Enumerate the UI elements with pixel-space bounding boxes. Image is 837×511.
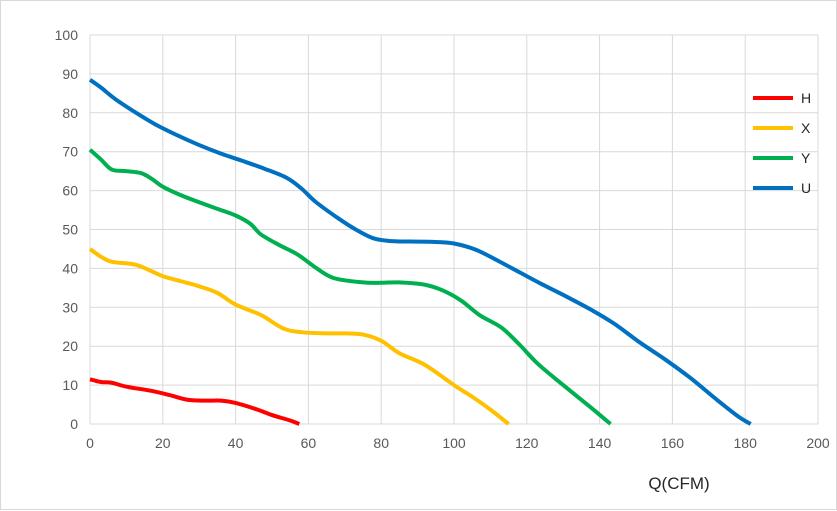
x-tick-label: 160 <box>661 435 685 451</box>
y-tick-label: 50 <box>62 222 78 238</box>
y-tick-label: 70 <box>62 144 78 160</box>
legend-label-y: Y <box>801 150 811 166</box>
x-axis-ticks: 0 20 40 60 80 100 120 140 160 180 200 <box>86 435 830 451</box>
x-tick-label: 20 <box>155 435 171 451</box>
legend-label-u: U <box>801 180 811 196</box>
y-tick-label: 0 <box>70 416 78 432</box>
x-tick-label: 180 <box>734 435 758 451</box>
x-tick-label: 80 <box>373 435 389 451</box>
y-tick-label: 20 <box>62 338 78 354</box>
x-tick-label: 60 <box>301 435 317 451</box>
y-tick-label: 40 <box>62 260 78 276</box>
series-line-y <box>88 148 612 426</box>
x-axis-title: Q(CFM) <box>648 474 709 493</box>
y-tick-label: 100 <box>55 27 79 43</box>
x-tick-label: 0 <box>86 435 94 451</box>
series-line-u <box>88 78 752 426</box>
x-tick-label: 120 <box>515 435 539 451</box>
y-tick-label: 60 <box>62 183 78 199</box>
series-line-x <box>88 247 510 426</box>
y-axis-ticks: 0 10 20 30 40 50 60 70 80 90 100 <box>55 27 79 432</box>
series-lines <box>88 78 752 426</box>
x-tick-label: 200 <box>806 435 830 451</box>
legend-label-h: H <box>801 90 811 106</box>
x-tick-label: 100 <box>442 435 466 451</box>
gridlines <box>89 34 819 425</box>
y-tick-label: 10 <box>62 377 78 393</box>
series-line-h <box>89 377 301 426</box>
y-tick-label: 90 <box>62 66 78 82</box>
legend-label-x: X <box>801 120 811 136</box>
x-tick-label: 140 <box>588 435 612 451</box>
y-tick-label: 30 <box>62 299 78 315</box>
y-tick-label: 80 <box>62 105 78 121</box>
x-tick-label: 40 <box>228 435 244 451</box>
